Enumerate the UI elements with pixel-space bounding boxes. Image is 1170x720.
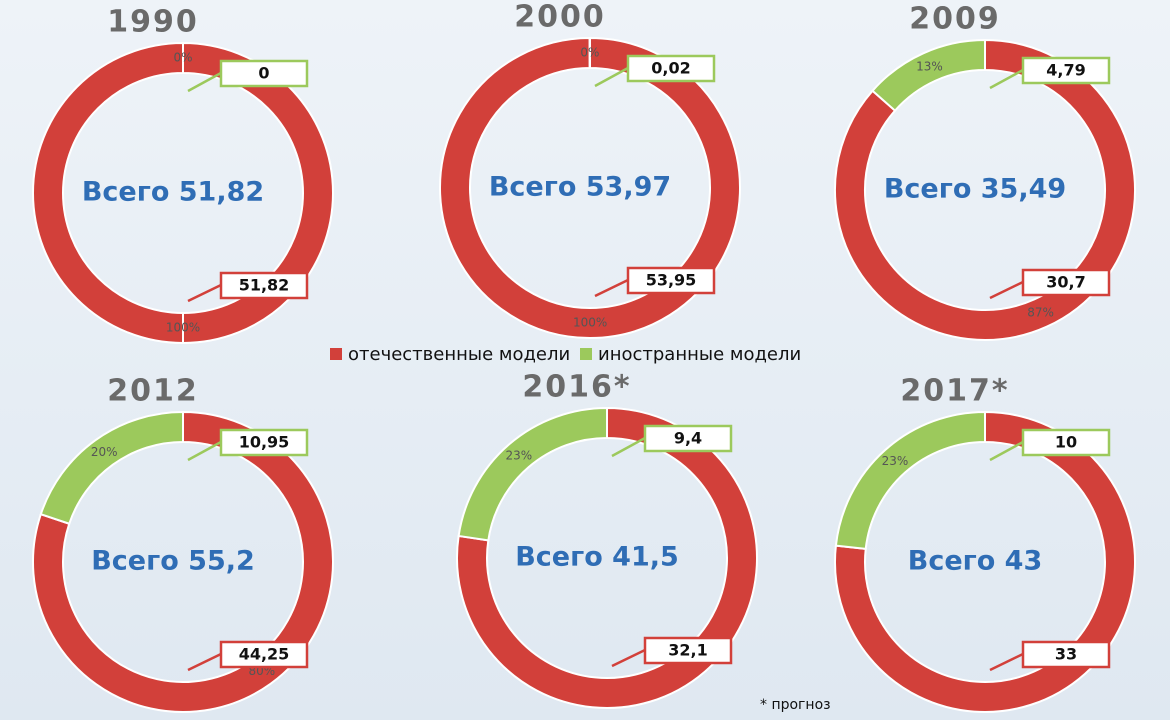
chart-title: 2000 xyxy=(514,0,606,35)
donut-slice xyxy=(871,38,986,113)
center-label: Всего 35,49 xyxy=(884,174,1066,205)
value-label: 0 xyxy=(258,64,269,83)
value-label: 53,95 xyxy=(646,271,697,290)
value-box xyxy=(1021,640,1111,669)
center-label: Всего 55,2 xyxy=(91,546,255,577)
leader-line xyxy=(187,652,222,672)
donut-slice xyxy=(32,410,334,713)
percent-label: 23% xyxy=(506,448,533,462)
value-label: 33 xyxy=(1055,645,1077,664)
value-box xyxy=(626,266,716,295)
donut-slice xyxy=(834,410,986,550)
value-box xyxy=(1021,428,1111,457)
leader-line xyxy=(187,71,222,93)
value-label: 0,02 xyxy=(651,59,690,78)
leader-line xyxy=(594,66,629,88)
leader-line xyxy=(989,68,1024,90)
footnote: * прогноз xyxy=(760,697,831,713)
percent-label: 0% xyxy=(580,46,599,60)
value-label: 10,95 xyxy=(239,433,290,452)
value-label: 51,82 xyxy=(239,276,290,295)
center-label: Всего 53,97 xyxy=(489,172,671,203)
value-box xyxy=(219,271,309,300)
value-label: 32,1 xyxy=(668,641,707,660)
value-label: 30,7 xyxy=(1046,273,1085,292)
percent-label: 20% xyxy=(91,445,118,459)
value-label: 4,79 xyxy=(1046,61,1085,80)
donut-slice xyxy=(834,38,1136,341)
chart-title: 2012 xyxy=(107,374,199,409)
legend-label: иностранные модели xyxy=(598,344,801,365)
chart-title: 2009 xyxy=(909,2,1001,37)
legend-swatch xyxy=(330,348,342,360)
value-box xyxy=(219,59,309,88)
value-box xyxy=(1021,268,1111,297)
value-label: 10 xyxy=(1055,433,1077,452)
value-box xyxy=(643,424,733,453)
value-box xyxy=(219,428,309,457)
leader-line xyxy=(187,283,222,303)
center-label: Всего 51,82 xyxy=(82,177,264,208)
percent-label: 0% xyxy=(173,51,192,65)
donut-slice xyxy=(834,410,1136,713)
leader-line xyxy=(187,440,222,462)
value-label: 9,4 xyxy=(674,429,702,448)
center-label: Всего 43 xyxy=(908,546,1043,577)
donut-slice xyxy=(39,410,184,526)
leader-line xyxy=(989,652,1024,672)
value-box xyxy=(626,54,716,83)
donut-slice xyxy=(439,36,741,339)
leader-line xyxy=(989,280,1024,300)
value-label: 44,25 xyxy=(239,645,290,664)
leader-line xyxy=(594,278,629,298)
chart-title: 1990 xyxy=(107,5,199,40)
chart-title: 2017* xyxy=(900,374,1009,409)
leader-line xyxy=(611,436,646,458)
value-box xyxy=(1021,56,1111,85)
donut-slice xyxy=(456,406,758,709)
percent-label: 13% xyxy=(916,59,943,73)
legend-label: отечественные модели xyxy=(348,344,570,365)
value-box xyxy=(219,640,309,669)
value-box xyxy=(643,636,733,665)
center-label: Всего 41,5 xyxy=(515,542,679,573)
leader-line xyxy=(989,440,1024,462)
donut-slice xyxy=(32,41,334,345)
legend-swatch xyxy=(580,348,592,360)
chart-title: 2016* xyxy=(522,370,631,405)
percent-label: 100% xyxy=(166,321,200,335)
percent-label: 23% xyxy=(882,454,909,468)
leader-line xyxy=(611,648,646,668)
donut-slice xyxy=(457,406,608,542)
percent-label: 87% xyxy=(1027,306,1054,320)
percent-label: 100% xyxy=(573,315,607,329)
